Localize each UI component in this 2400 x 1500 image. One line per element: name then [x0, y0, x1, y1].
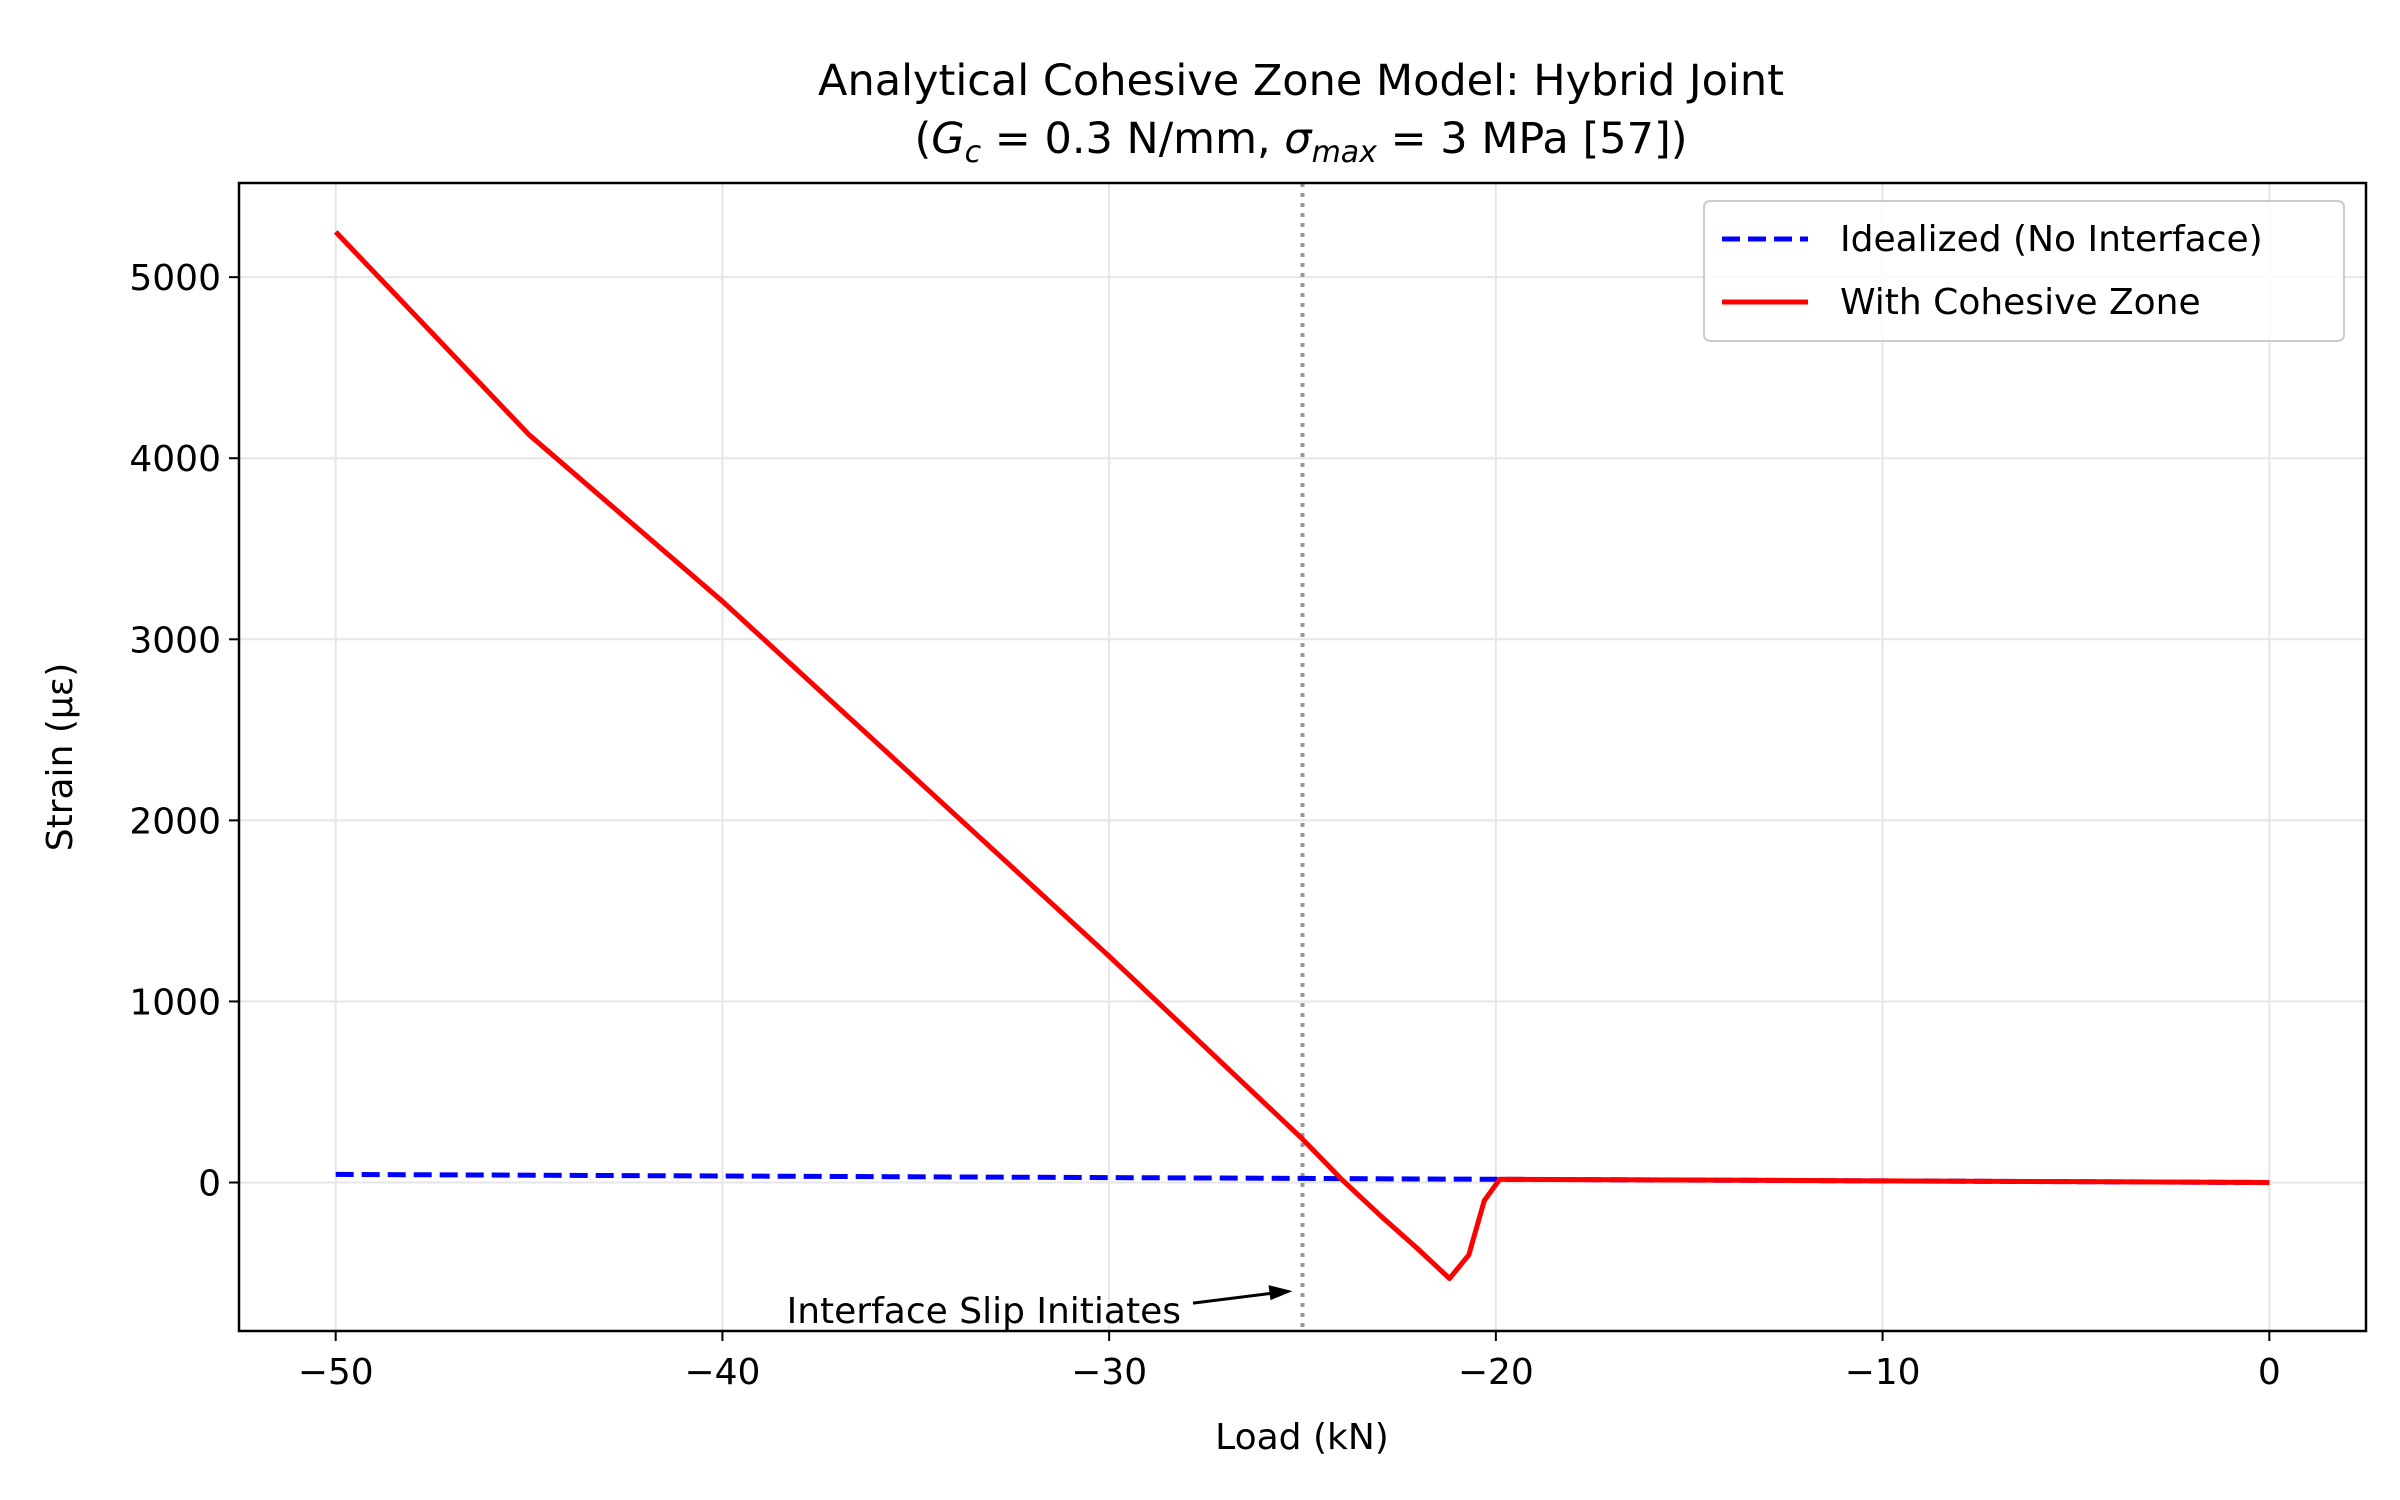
y-tick-label: 3000 [129, 620, 221, 661]
x-axis-label: Load (kN) [1215, 1417, 1389, 1458]
legend-label-idealized: Idealized (No Interface) [1840, 219, 2263, 260]
grid [239, 183, 2366, 1331]
chart-title: Analytical Cohesive Zone Model: Hybrid J… [818, 56, 1784, 106]
x-tick-label: −30 [1071, 1352, 1147, 1393]
y-tick-label: 1000 [129, 982, 221, 1023]
ticks: −50 −40 −30 −20 −10 0 0 1000 2000 3000 4000 5000 [129, 258, 2280, 1393]
annotation-group: Interface Slip Initiates [787, 1285, 1293, 1332]
annotation-arrow-shaft [1192, 1291, 1273, 1305]
gc-subscript: c [965, 135, 982, 170]
x-tick-label: 0 [2258, 1352, 2281, 1393]
legend-label-cohesive: With Cohesive Zone [1840, 282, 2201, 323]
gc-symbol: G [931, 114, 964, 164]
x-tick-label: −20 [1458, 1352, 1534, 1393]
y-tick-label: 4000 [129, 439, 221, 480]
sigma-subscript: max [1312, 135, 1378, 170]
x-tick-label: −40 [684, 1352, 760, 1393]
annotation-text: Interface Slip Initiates [787, 1291, 1181, 1332]
y-axis-label: Strain (με) [40, 663, 81, 852]
plot-area-frame [237, 181, 2368, 1333]
annotation-arrow-head [1268, 1285, 1293, 1301]
x-tick-label: −10 [1845, 1352, 1921, 1393]
legend: Idealized (No Interface) With Cohesive Z… [1703, 200, 2345, 342]
chart-subtitle: (Gc = 0.3 N/mm, σmax = 3 MPa [57]) [915, 114, 1688, 170]
legend-frame [1703, 200, 2345, 342]
y-tick-label: 5000 [129, 258, 221, 299]
sigma-symbol: σ [1284, 114, 1313, 164]
series-line-cohesive [333, 230, 2270, 1281]
subtitle-open: ( [915, 114, 932, 164]
x-tick-label: −50 [298, 1352, 374, 1393]
y-tick-label: 0 [198, 1164, 221, 1205]
y-tick-label: 2000 [129, 801, 221, 842]
gc-value: = 0.3 N/mm, [981, 114, 1284, 164]
series-group [333, 230, 2270, 1281]
sigma-value: = 3 MPa [57]) [1377, 114, 1688, 164]
